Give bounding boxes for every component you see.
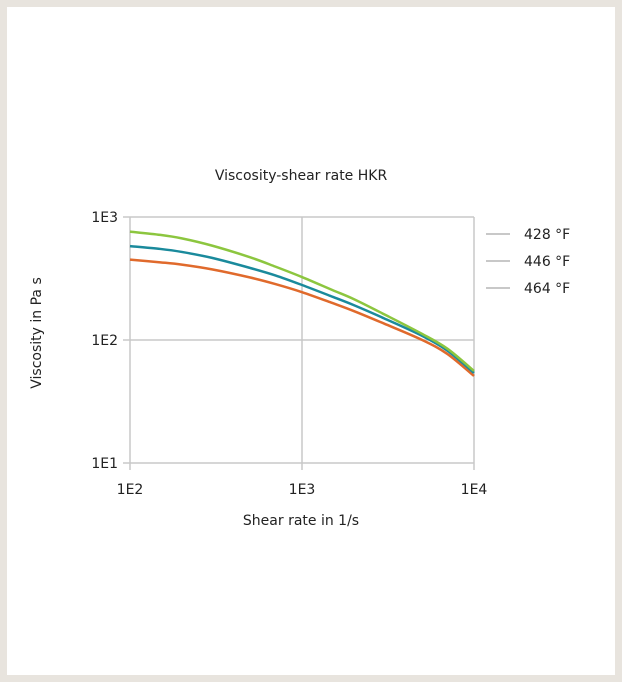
x-axis-label: Shear rate in 1/s [243, 513, 359, 529]
x-tick-label: 1E3 [289, 482, 316, 498]
series-line [129, 230, 475, 372]
y-axis-label: Viscosity in Pa s [29, 277, 45, 388]
legend-label: 446 °F [524, 254, 570, 270]
legend-label: 464 °F [524, 281, 570, 297]
chart-panel: Viscosity-shear rate HKR 1E1 1E2 1E3 1E2 1E3… [7, 7, 615, 675]
y-tick-label: 1E3 [91, 210, 118, 226]
viscosity-chart: Viscosity-shear rate HKR 1E1 1E2 1E3 1E2 1E3… [29, 168, 570, 529]
y-tick-label: 1E1 [91, 456, 118, 472]
series-line [129, 244, 475, 374]
chart-title: Viscosity-shear rate HKR [215, 168, 388, 184]
legend-label: 428 °F [524, 227, 570, 243]
x-tick-label: 1E4 [461, 482, 488, 498]
y-tick-label: 1E2 [91, 333, 118, 349]
x-tick-label: 1E2 [117, 482, 144, 498]
series-line [129, 258, 475, 377]
